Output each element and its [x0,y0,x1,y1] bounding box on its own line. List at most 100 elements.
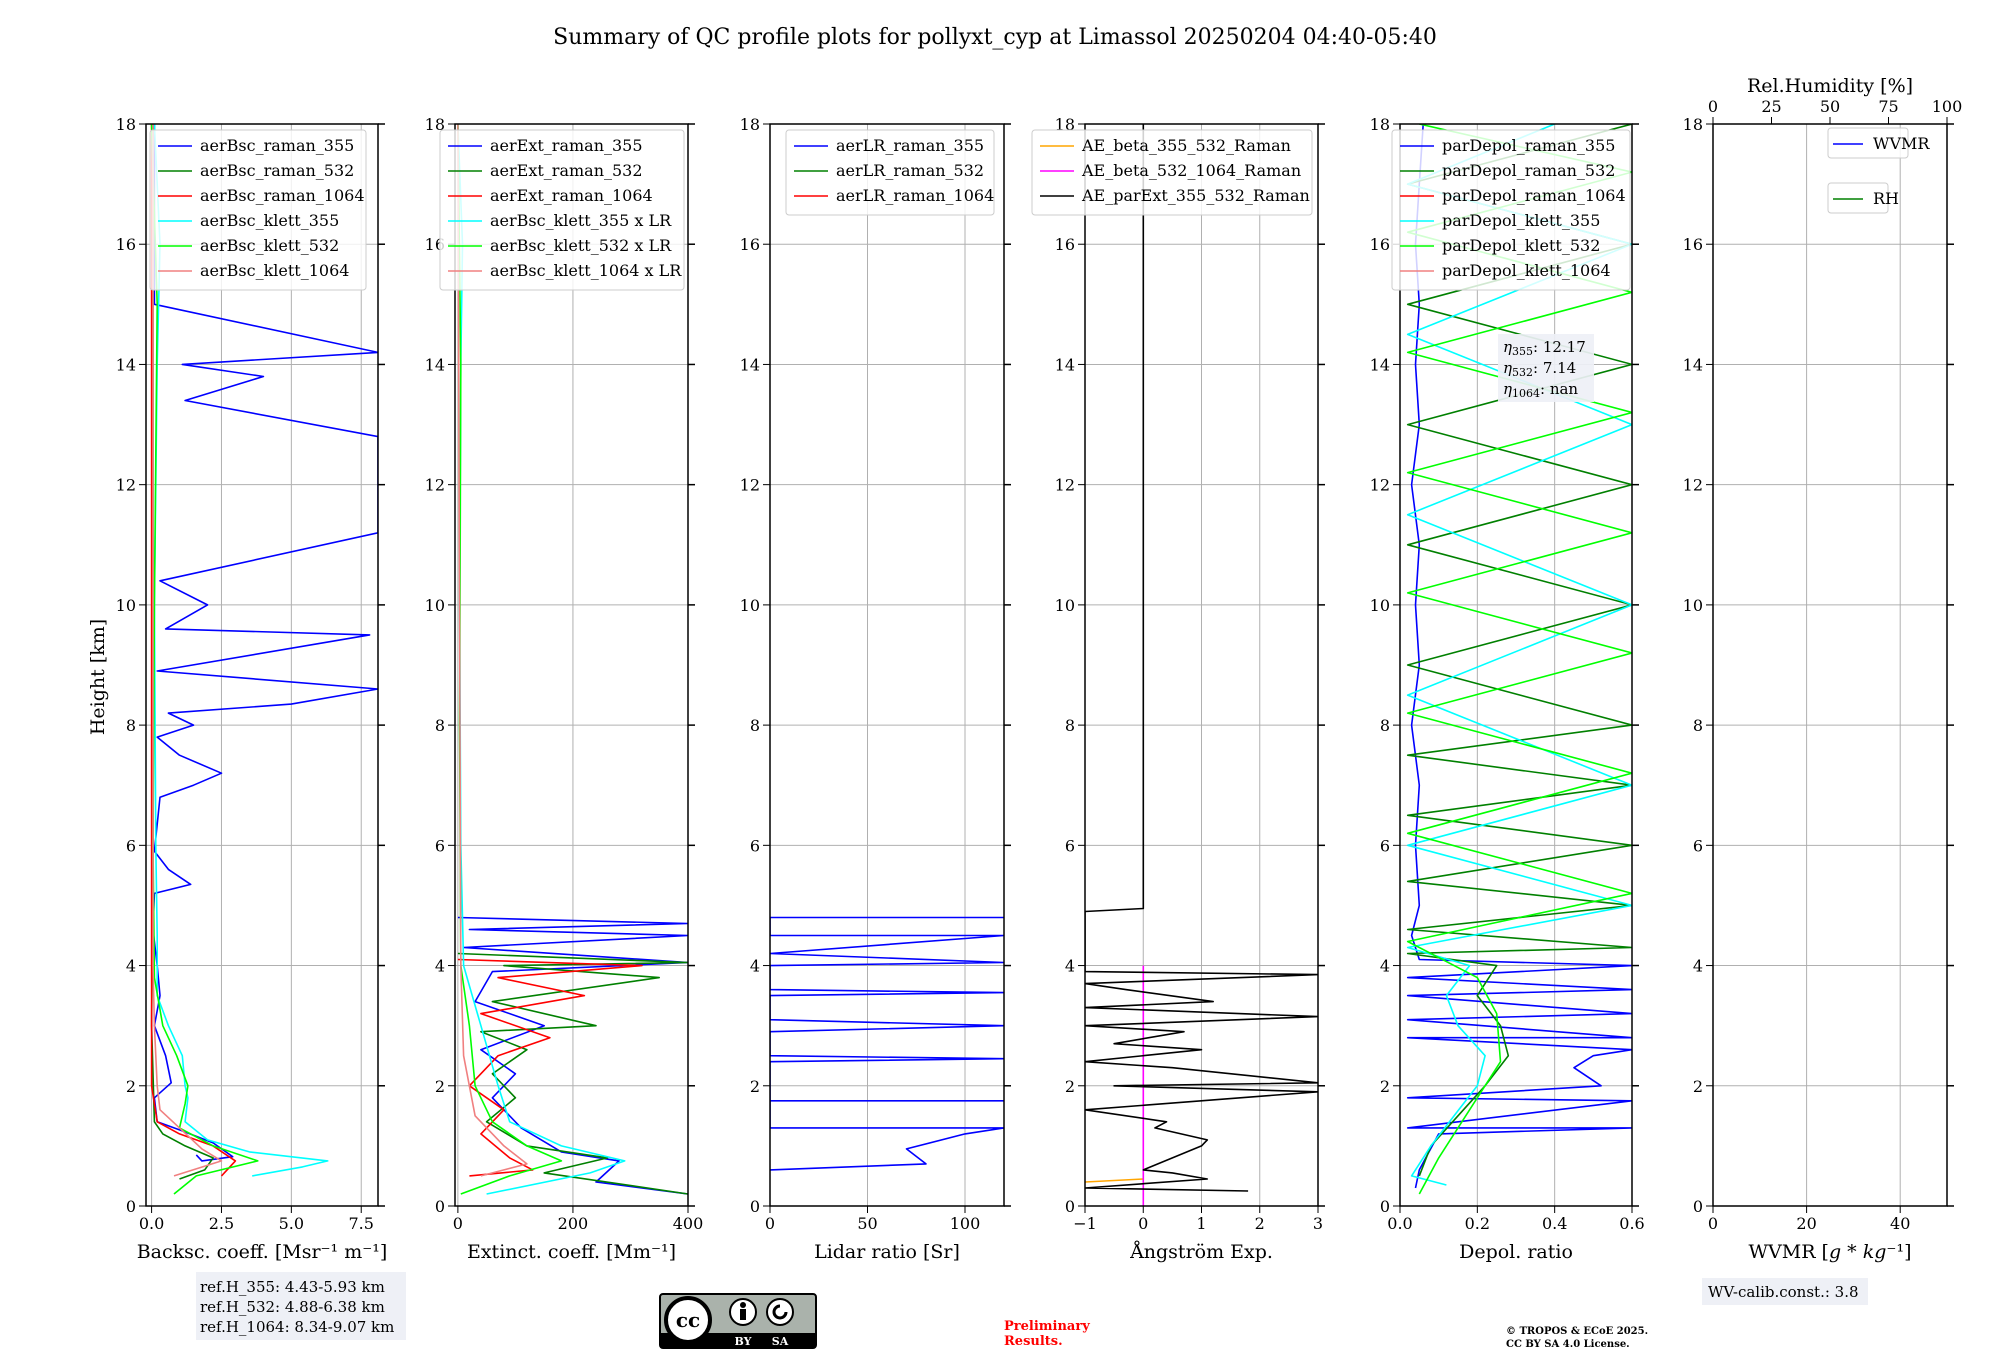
y-tick-label: 6 [126,836,136,855]
y-tick-label: 4 [126,957,136,976]
legend-label: aerBsc_klett_355 [200,211,339,230]
x-tick-label: 0 [765,1214,775,1233]
license-line: CC BY SA 4.0 License. [1506,1339,1630,1350]
y-tick-label: 4 [750,957,760,976]
y-tick-label: 4 [1380,957,1390,976]
legend-frame [1827,182,1889,214]
eta-wavelength: 532 [1512,366,1533,379]
y-tick-label: 16 [1370,235,1390,254]
wv-calib-background [1702,1278,1868,1305]
legend-label: aerExt_raman_1064 [490,186,653,205]
eta-entry: η1064: nan [1503,380,1578,400]
legend-label: parDepol_raman_355 [1442,136,1615,155]
panel-frame [454,123,689,1207]
y-tick-label: 10 [740,596,760,615]
eta-entry: η355: 12.17 [1503,338,1586,358]
wv-calib-box: WV-calib.const.: 3.8 [1702,1278,1868,1305]
x-axis-label-part: kg [1863,1241,1887,1263]
y-tick-label: 2 [1693,1077,1703,1096]
panel-bsc: 0 2 4 6 8 10 12 14 16 18 0.0 2.5 5.0 7.5 Backsc. coeff… [116,115,388,1263]
x-tick-label: 50 [857,1214,877,1233]
eta-wavelength: 355 [1512,345,1533,358]
panel-wv: 0 2 4 6 8 10 12 14 16 18 0 20 40 WVMR [g * kg⁻¹] 0 25 50… [1683,75,1963,1263]
y-tick-label: 8 [1693,716,1703,735]
x-tick-label: 0.2 [1465,1214,1490,1233]
legend-frame [439,129,685,291]
badge-sa-label: SA [772,1335,789,1348]
panel-frame [145,123,379,1207]
legend-label: AE_parExt_355_532_Raman [1081,186,1310,205]
y-tick-label: 18 [425,115,445,134]
y-tick-label: 0 [750,1197,760,1216]
ref-heights-box: ref.H_355: 4.43-5.93 km ref.H_532: 4.88-… [196,1272,406,1340]
legend-frame [149,129,367,291]
x-axis-label-part: * [1841,1241,1863,1263]
legend-label: parDepol_klett_355 [1442,211,1600,230]
y-tick-label: 14 [1055,355,1075,374]
legend-label: aerBsc_klett_532 x LR [490,236,672,255]
x-tick-label: 0.6 [1619,1214,1644,1233]
x-tick-label: 7.5 [349,1214,374,1233]
results-label: Results. [1004,1334,1063,1349]
x-axis-label-part: ] [1904,1241,1911,1263]
series-group-ext [457,124,688,1195]
legend-wv: WVMR RH [1827,127,1930,214]
top-x-tick-label: 100 [1932,97,1963,116]
series-group-bsc [150,124,378,1195]
legend-label: aerBsc_klett_1064 [200,261,349,280]
y-tick-label: 10 [1370,596,1390,615]
x-axis-label-part: ⁻¹ [1886,1241,1904,1263]
y-tick-label: 14 [740,355,760,374]
y-tick-label: 12 [425,476,445,495]
y-tick-label: 2 [1065,1077,1075,1096]
series-line-aerBsc-klett-532 [150,124,259,1195]
series-line-aerLR-raman-355 [770,916,1004,1171]
y-tick-label: 12 [1683,476,1703,495]
y-tick-label: 16 [1055,235,1075,254]
y-tick-label: 4 [1065,957,1075,976]
y-tick-label: 10 [1055,596,1075,615]
attribution-icon-head [740,1302,746,1308]
cc-by-sa-badge: cc BY SA [659,1293,817,1349]
eta-wavelength: 1064 [1512,387,1540,400]
y-tick-label: 2 [435,1077,445,1096]
series-line-aerExt-raman-1064 [457,958,643,1177]
x-tick-label: 2 [1255,1214,1265,1233]
legend-frame [1391,129,1631,291]
series-line-AE-parExt-355-532-Raman [1085,124,1318,1192]
series-line-aerBsc-klett-1064 [152,124,223,1177]
wv-calib-text: WV-calib.const.: 3.8 [1708,1283,1859,1301]
y-tick-label: 12 [740,476,760,495]
top-axis-label: Rel.Humidity [%] [1747,75,1913,97]
y-tick-label: 0 [1065,1197,1075,1216]
y-tick-label: 18 [740,115,760,134]
y-tick-label: 6 [1065,836,1075,855]
legend-label: parDepol_raman_532 [1442,161,1615,180]
panel-lr: 0 2 4 6 8 10 12 14 16 18 0 50 100 Lidar ratio [Sr] aer… [740,115,1011,1263]
x-tick-label: 5.0 [279,1214,304,1233]
x-tick-label: 400 [673,1214,704,1233]
legend-label: aerBsc_klett_532 [200,236,339,255]
attribution-icon-body [740,1309,746,1320]
figure-title: Summary of QC profile plots for pollyxt_… [553,25,1437,50]
badge-by-label: BY [735,1335,752,1348]
x-tick-label: 3 [1313,1214,1323,1233]
legend-frame [1031,129,1313,216]
y-tick-label: 8 [1065,716,1075,735]
y-tick-label: 6 [1693,836,1703,855]
series-group-lr [770,916,1004,1171]
eta-value: : 7.14 [1533,359,1576,377]
y-tick-label: 14 [425,355,445,374]
legend-label: parDepol_klett_1064 [1442,261,1611,280]
share-alike-icon [766,1298,794,1326]
x-tick-label: 0 [1138,1214,1148,1233]
legend-label: AE_beta_355_532_Raman [1081,136,1291,155]
y-tick-label: 2 [1380,1077,1390,1096]
y-tick-label: 6 [435,836,445,855]
legend-label: WVMR [1873,134,1930,153]
y-axis-label: Height [km] [87,619,109,735]
y-tick-label: 12 [1055,476,1075,495]
